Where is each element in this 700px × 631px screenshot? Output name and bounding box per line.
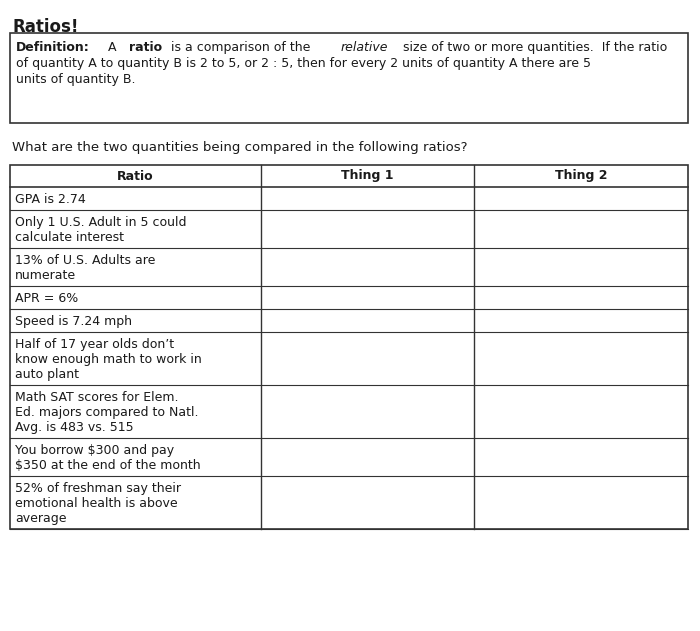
Text: Ratio: Ratio [117, 170, 154, 182]
Text: GPA is 2.74: GPA is 2.74 [15, 193, 85, 206]
Text: calculate interest: calculate interest [15, 231, 124, 244]
Text: Thing 2: Thing 2 [555, 170, 608, 182]
Text: is a comparison of the: is a comparison of the [167, 41, 314, 54]
Text: 13% of U.S. Adults are: 13% of U.S. Adults are [15, 254, 155, 267]
Bar [10, 33, 688, 123]
Text: auto plant: auto plant [15, 368, 79, 381]
Text: know enough math to work in: know enough math to work in [15, 353, 202, 366]
Text: 52% of freshman say their: 52% of freshman say their [15, 482, 181, 495]
Text: relative: relative [341, 41, 388, 54]
Text: average: average [15, 512, 66, 525]
Bar [10, 165, 688, 529]
Text: You borrow $300 and pay: You borrow $300 and pay [15, 444, 174, 457]
Text: What are the two quantities being compared in the following ratios?: What are the two quantities being compar… [12, 141, 468, 154]
Text: Definition:: Definition: [16, 41, 90, 54]
Text: Speed is 7.24 mph: Speed is 7.24 mph [15, 315, 132, 328]
Text: Avg. is 483 vs. 515: Avg. is 483 vs. 515 [15, 421, 134, 434]
Text: Thing 1: Thing 1 [342, 170, 394, 182]
Text: of quantity A to quantity B is 2 to 5, or 2 : 5, then for every 2 units of quant: of quantity A to quantity B is 2 to 5, o… [16, 57, 591, 70]
Text: Ed. majors compared to Natl.: Ed. majors compared to Natl. [15, 406, 199, 419]
Text: size of two or more quantities.  If the ratio: size of two or more quantities. If the r… [399, 41, 667, 54]
Text: numerate: numerate [15, 269, 76, 282]
Text: ratio: ratio [129, 41, 162, 54]
Text: Math SAT scores for Elem.: Math SAT scores for Elem. [15, 391, 178, 404]
Text: Ratios!: Ratios! [12, 18, 78, 36]
Text: Half of 17 year olds don’t: Half of 17 year olds don’t [15, 338, 174, 351]
Text: APR = 6%: APR = 6% [15, 292, 78, 305]
Text: $350 at the end of the month: $350 at the end of the month [15, 459, 201, 472]
Text: emotional health is above: emotional health is above [15, 497, 178, 510]
Text: A: A [99, 41, 120, 54]
Text: Only 1 U.S. Adult in 5 could: Only 1 U.S. Adult in 5 could [15, 216, 186, 229]
Text: units of quantity B.: units of quantity B. [16, 73, 136, 86]
